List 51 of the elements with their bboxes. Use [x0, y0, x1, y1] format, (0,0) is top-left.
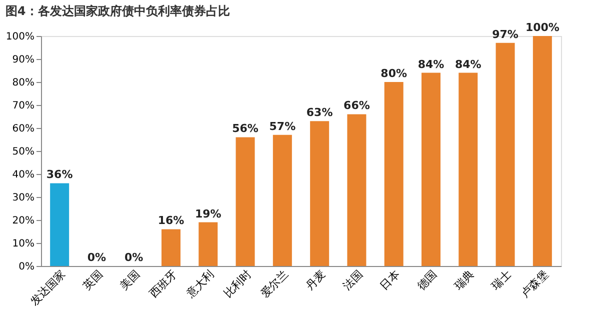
bar: [310, 121, 330, 266]
data-label: 63%: [306, 106, 333, 120]
bar: [347, 114, 366, 266]
x-tick-label: 西班牙: [146, 268, 180, 300]
x-tick-label: 英国: [80, 268, 106, 293]
bar: [236, 137, 255, 266]
y-tick-label: 20%: [12, 216, 34, 226]
data-label: 0%: [87, 251, 106, 264]
bar: [422, 72, 440, 266]
y-tick-label: 70%: [12, 100, 34, 112]
y-tick-label: 30%: [12, 192, 34, 204]
y-tick-label: 40%: [12, 170, 34, 180]
bar: [272, 134, 292, 266]
x-tick-label: 法国: [340, 268, 366, 293]
bar: [532, 36, 552, 266]
y-tick-label: 10%: [12, 238, 34, 250]
x-tick-label: 卢森堡: [518, 268, 551, 300]
x-tick-label: 瑞典: [452, 268, 477, 293]
x-tick-label: 日本: [378, 268, 402, 293]
y-tick-label: 100%: [6, 32, 34, 42]
data-label: 80%: [380, 67, 408, 80]
bar: [458, 72, 478, 266]
data-label: 84%: [454, 58, 482, 71]
x-tick-label: 比利时: [221, 268, 254, 300]
data-label: 36%: [46, 168, 73, 182]
x-tick-label: 意大利: [183, 268, 217, 302]
data-label: 84%: [418, 58, 444, 71]
data-label: 19%: [194, 207, 222, 220]
data-label: 0%: [124, 251, 144, 264]
y-tick-label: 0%: [18, 262, 34, 272]
bar: [198, 222, 218, 266]
bar: [162, 229, 180, 266]
x-tick-label: 瑞士: [489, 268, 514, 293]
x-tick-label: 爱尔兰: [258, 268, 291, 300]
x-tick-label: 丹麦: [303, 268, 328, 293]
chart-title: 图4：各发达国家政府债中负利率债券占比: [5, 4, 230, 18]
bar: [50, 183, 70, 266]
y-tick-label: 50%: [12, 146, 34, 158]
x-tick-label: 德国: [414, 268, 440, 293]
y-tick-label: 60%: [12, 124, 34, 134]
data-label: 97%: [492, 28, 518, 41]
data-label: 57%: [269, 120, 296, 133]
data-label: 16%: [158, 214, 184, 228]
data-label: 66%: [344, 99, 370, 112]
y-tick-label: 90%: [12, 54, 34, 66]
data-label: 100%: [525, 21, 560, 34]
data-label: 56%: [232, 122, 258, 136]
x-tick-label: 美国: [118, 268, 142, 293]
y-tick-label: 80%: [12, 78, 34, 88]
bar: [384, 82, 404, 266]
bar: [496, 42, 515, 266]
